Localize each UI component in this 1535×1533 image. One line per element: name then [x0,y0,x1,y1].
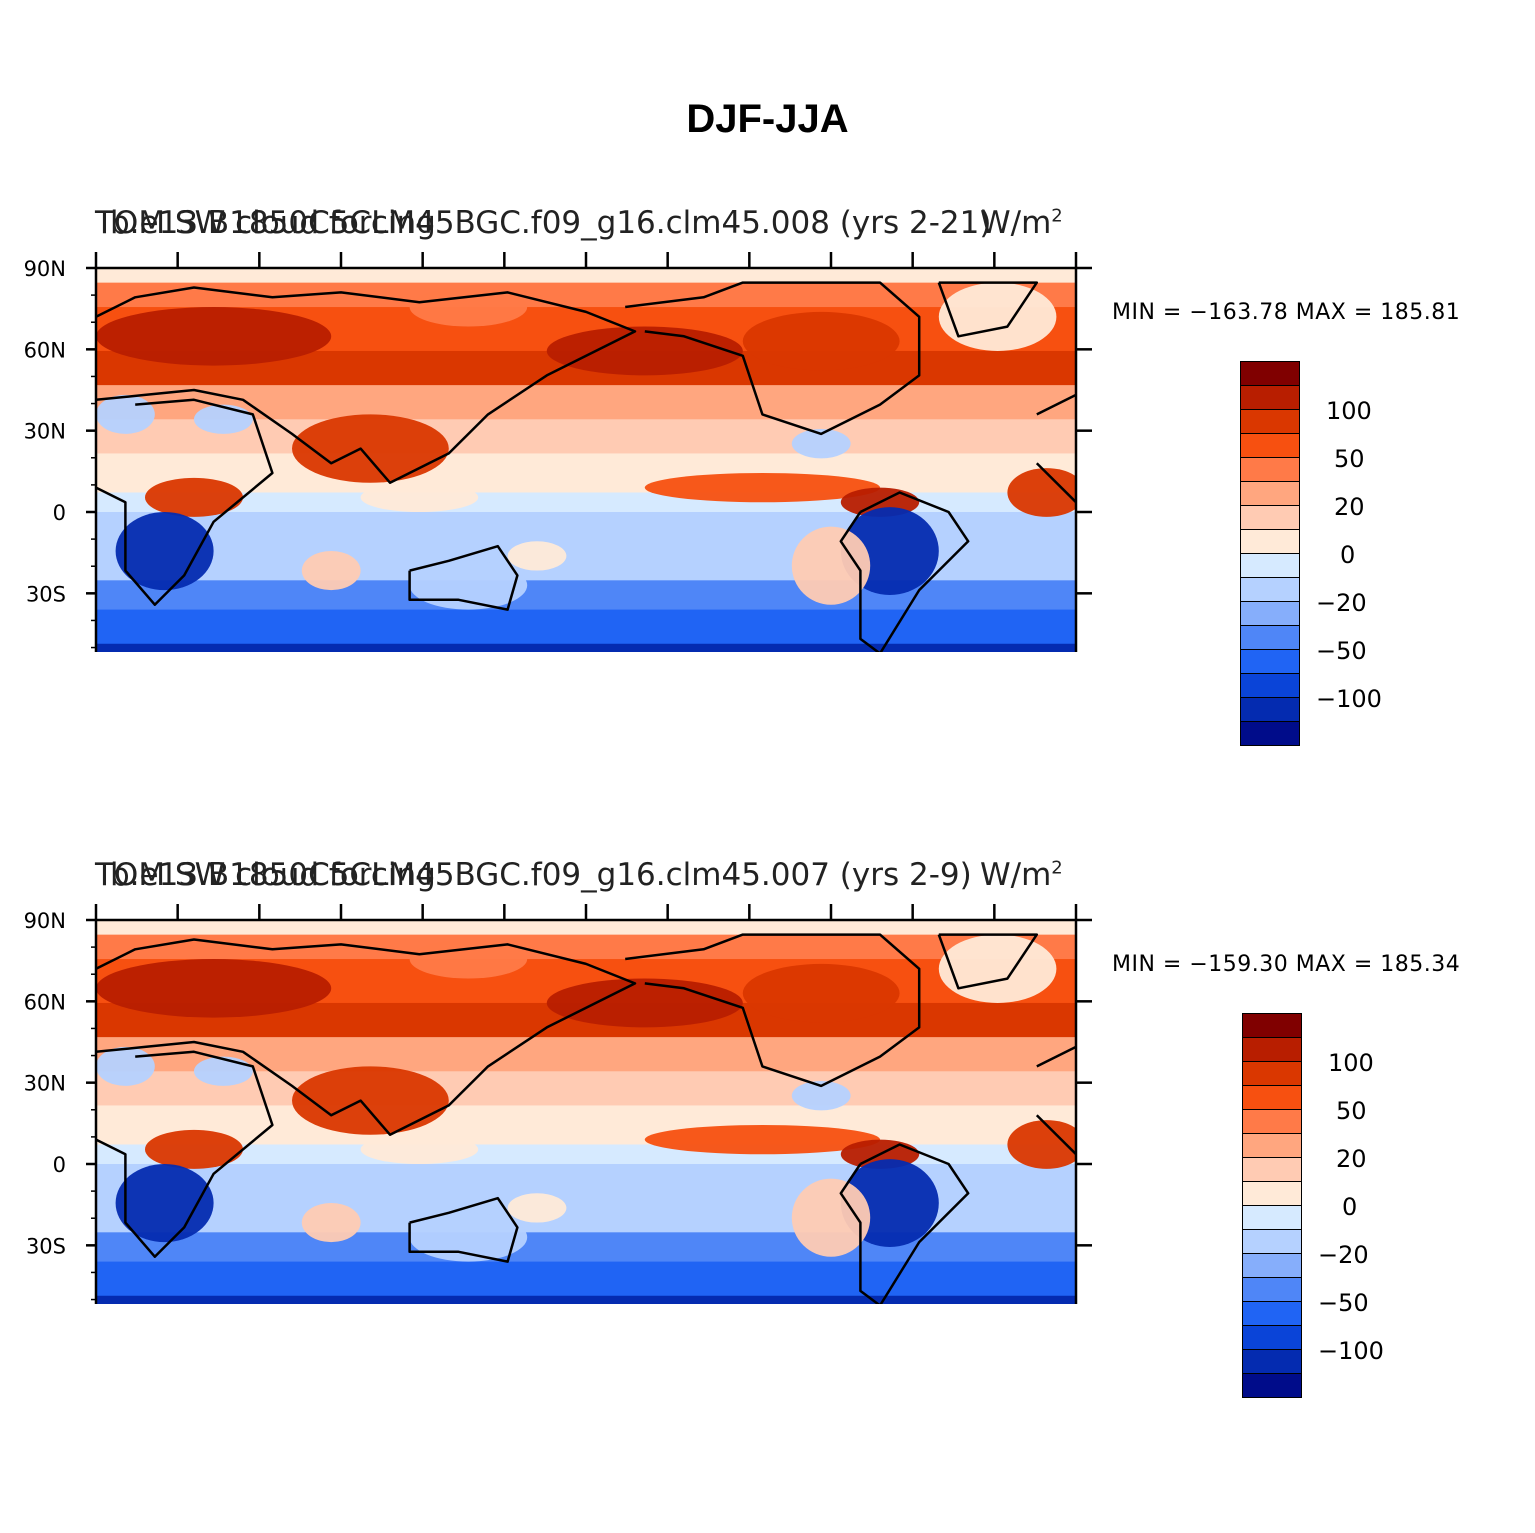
lat-tick-label: 30S [26,582,66,606]
colorbar-label: −20 [1316,589,1367,617]
colorbar-swatch [1241,506,1299,530]
coastline [408,544,519,611]
colorbar-label: 20 [1336,1145,1367,1173]
coastline [1036,393,1076,416]
colorbar-swatch [1241,602,1299,626]
case-label: b.e13.B1850C5CLM45BGC.f09_g16.clm45.007 … [110,857,972,893]
lat-tick-label: 90N [24,257,66,281]
colorbar-swatch [1243,1086,1301,1110]
colorbar-label: −50 [1318,1289,1369,1317]
colorbar-label: 100 [1328,1049,1374,1077]
units-label: W/m2 [980,857,1063,893]
colorbar-swatch [1241,362,1299,386]
coastline [96,1050,274,1258]
colorbar-label: −100 [1316,685,1382,713]
coastline [839,1143,970,1304]
colorbar-swatch [1243,1038,1301,1062]
contour-field [96,920,1076,1304]
colorbar-swatch [1241,554,1299,578]
lat-tick-label: 0 [53,501,66,525]
map-plot-bottom: 90N60N30N030S60S90S030E60E90E120E150E180… [24,904,1092,1304]
lat-tick-label: 90N [24,909,66,933]
lat-tick-label: 0 [53,1153,66,1177]
colorbar-swatch [1241,578,1299,602]
coastline [1036,1045,1076,1068]
variable-label: TOM SW cloud forcing [95,857,436,893]
coastline [625,281,921,436]
lat-tick-label: 60N [24,338,66,362]
colorbar-swatch [1241,674,1299,698]
colorbar-swatch [1243,1014,1301,1038]
colorbar-swatch [1241,434,1299,458]
colorbar-swatch [1243,1230,1301,1254]
colorbar-swatch [1241,722,1299,745]
lat-tick-label: 30N [24,420,66,444]
colorbar-swatch [1243,1110,1301,1134]
colorbar-swatch [1241,530,1299,554]
colorbar-swatch [1241,626,1299,650]
coastline [1035,1114,1076,1156]
colorbar: 100 50 20 0 −20 −50 −100 [1242,1013,1384,1398]
colorbar-swatch [1241,458,1299,482]
coastline [1035,462,1076,504]
case-label: b.e13.B1850C5CLM45BGC.f09_g16.clm45.008 … [110,205,992,241]
colorbar-swatch [1243,1254,1301,1278]
coastline [625,933,921,1088]
colorbar-label: 0 [1342,1193,1358,1221]
colorbar-swatch [1241,650,1299,674]
colorbar-swatch [1243,1302,1301,1326]
colorbar-swatch [1243,1158,1301,1182]
colorbar-label: −50 [1316,637,1367,665]
colorbar-label: 0 [1340,541,1356,569]
coastline [937,933,1039,990]
colorbar-swatch [1243,1062,1301,1086]
colorbar-swatch [1243,1374,1301,1397]
units-label: W/m2 [980,205,1063,241]
coastline [839,491,970,652]
lat-tick-label: 60N [24,990,66,1014]
colorbar-swatch [1241,410,1299,434]
coastline [96,398,274,606]
colorbar-label: 20 [1334,493,1365,521]
coastline [96,286,637,484]
colorbar-label: 100 [1326,397,1372,425]
map-plot-top: 90N60N30N030S60S90S030E60E90E120E150E180… [24,252,1092,652]
colorbar-swatch [1241,698,1299,722]
colorbar: 100 50 20 0 −20 −50 −100 [1240,361,1382,746]
min-max-text: MIN = −163.78 MAX = 185.81 [1112,300,1461,325]
contour-field [96,268,1076,652]
page-title: DJF-JJA [686,97,849,141]
colorbar-swatch [1243,1350,1301,1374]
colorbar-swatch [1241,386,1299,410]
colorbar-label: 50 [1334,445,1365,473]
lat-tick-label: 30N [24,1072,66,1096]
variable-label: TOM SW cloud forcing [95,205,436,241]
colorbar-swatch [1243,1326,1301,1350]
colorbar-label: 50 [1336,1097,1367,1125]
colorbar-swatch [1243,1182,1301,1206]
min-max-text: MIN = −159.30 MAX = 185.34 [1112,952,1461,977]
coastline [937,281,1039,338]
colorbar-label: −20 [1318,1241,1369,1269]
colorbar-swatch [1243,1134,1301,1158]
colorbar-swatch [1243,1206,1301,1230]
lat-tick-label: 30S [26,1234,66,1258]
colorbar-swatch [1241,482,1299,506]
coastline [408,1196,519,1263]
colorbar-label: −100 [1318,1337,1384,1365]
colorbar-swatch [1243,1278,1301,1302]
coastline [96,938,637,1136]
